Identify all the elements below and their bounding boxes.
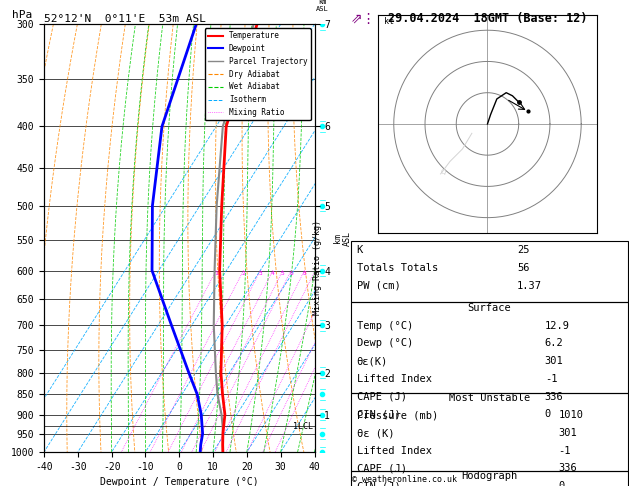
Text: 6: 6: [289, 271, 293, 276]
Text: 301: 301: [559, 428, 577, 438]
Text: CAPE (J): CAPE (J): [357, 392, 406, 401]
Text: Totals Totals: Totals Totals: [357, 263, 438, 273]
Bar: [351, 302, 628, 393]
Text: CAPE (J): CAPE (J): [357, 464, 406, 473]
Text: 1: 1: [214, 271, 218, 276]
Text: Lifted Index: Lifted Index: [357, 446, 431, 456]
Text: 52°12'N  0°11'E  53m ASL: 52°12'N 0°11'E 53m ASL: [44, 14, 206, 23]
Bar: [351, 241, 628, 302]
Text: 1LCL: 1LCL: [294, 422, 313, 431]
Text: 1.37: 1.37: [517, 281, 542, 291]
Text: 12.9: 12.9: [545, 321, 570, 331]
Text: km
ASL: km ASL: [316, 0, 329, 12]
Text: Lifted Index: Lifted Index: [357, 374, 431, 384]
Text: CIN (J): CIN (J): [357, 481, 400, 486]
Text: 0: 0: [559, 481, 565, 486]
Bar: [351, 393, 628, 471]
Text: Hodograph: Hodograph: [461, 471, 518, 481]
Text: 336: 336: [545, 392, 564, 401]
Text: 336: 336: [559, 464, 577, 473]
Y-axis label: hPa: hPa: [13, 10, 33, 20]
Text: © weatheronline.co.uk: © weatheronline.co.uk: [352, 474, 457, 484]
Text: 5: 5: [281, 271, 285, 276]
Text: Mixing Ratio (g/kg): Mixing Ratio (g/kg): [313, 220, 322, 315]
Text: 3: 3: [259, 271, 262, 276]
Text: Temp (°C): Temp (°C): [357, 321, 413, 331]
Text: kt: kt: [384, 17, 394, 26]
Text: PW (cm): PW (cm): [357, 281, 400, 291]
Text: Dewp (°C): Dewp (°C): [357, 338, 413, 348]
Text: 56: 56: [517, 263, 530, 273]
Text: Pressure (mb): Pressure (mb): [357, 410, 438, 420]
Legend: Temperature, Dewpoint, Parcel Trajectory, Dry Adiabat, Wet Adiabat, Isotherm, Mi: Temperature, Dewpoint, Parcel Trajectory…: [204, 28, 311, 120]
Text: Most Unstable: Most Unstable: [448, 393, 530, 403]
Bar: [351, 471, 628, 486]
Text: K: K: [357, 245, 363, 256]
Text: θε(K): θε(K): [357, 356, 387, 366]
Text: 301: 301: [545, 356, 564, 366]
Text: 8: 8: [303, 271, 306, 276]
Text: ⇗⋮: ⇗⋮: [351, 12, 377, 26]
Text: -1: -1: [545, 374, 557, 384]
Text: 6.2: 6.2: [545, 338, 564, 348]
Text: 4: 4: [271, 271, 275, 276]
Text: Surface: Surface: [467, 303, 511, 313]
Text: θε (K): θε (K): [357, 428, 394, 438]
Text: Q: Q: [440, 169, 446, 175]
Text: 2: 2: [242, 271, 245, 276]
Text: 1010: 1010: [559, 410, 584, 420]
Text: 29.04.2024  18GMT (Base: 12): 29.04.2024 18GMT (Base: 12): [387, 12, 587, 25]
Text: -1: -1: [559, 446, 571, 456]
Text: 25: 25: [517, 245, 530, 256]
X-axis label: Dewpoint / Temperature (°C): Dewpoint / Temperature (°C): [100, 477, 259, 486]
Text: 0: 0: [545, 409, 551, 419]
Text: CIN (J): CIN (J): [357, 409, 400, 419]
Y-axis label: km
ASL: km ASL: [333, 231, 352, 245]
